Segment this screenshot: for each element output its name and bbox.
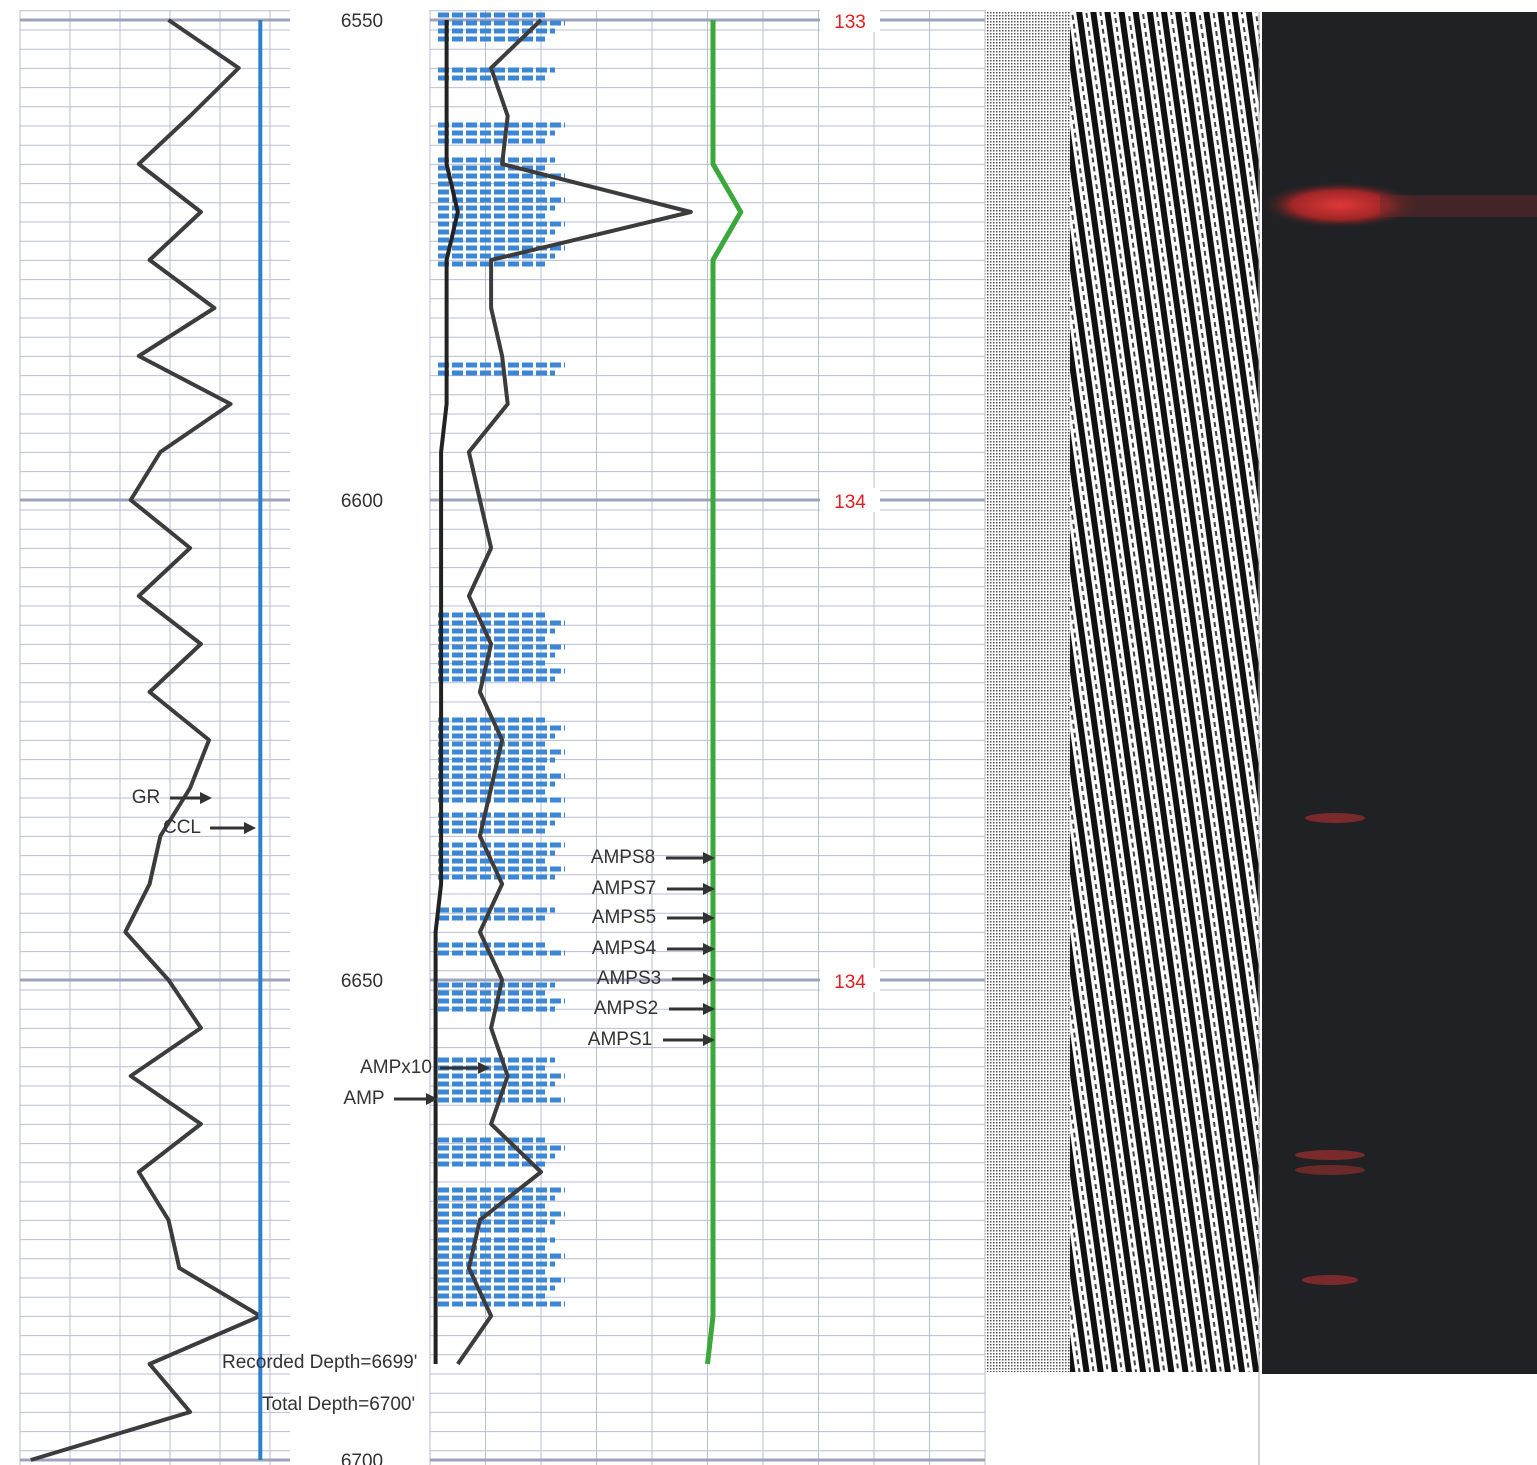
annotation: AMPS2 — [594, 998, 658, 1019]
glow — [1295, 1150, 1365, 1160]
annotation: AMPS7 — [592, 878, 656, 899]
annotation: Total Depth=6700' — [262, 1394, 415, 1415]
curve — [705, 20, 744, 1365]
depth-label: 6550 — [341, 11, 383, 32]
arrow-head — [200, 792, 212, 804]
stripe-track — [1070, 12, 1260, 1372]
arrow-head — [703, 1034, 715, 1046]
glow — [1302, 1275, 1358, 1285]
annotation: CCL — [163, 817, 201, 838]
arrow-head — [426, 1093, 438, 1105]
depth-label: 6700 — [341, 1451, 383, 1465]
glow — [1305, 813, 1365, 823]
annotation: AMPS3 — [597, 968, 661, 989]
annotation: AMPS1 — [588, 1029, 652, 1050]
glow-tail — [1380, 195, 1537, 217]
glow — [1295, 1165, 1365, 1175]
temperature-bg — [820, 968, 880, 992]
temperature-bg — [820, 488, 880, 512]
annotation: AMP — [343, 1088, 384, 1109]
curve — [456, 18, 693, 1366]
arrow-head — [703, 943, 715, 955]
depth-label: 6650 — [341, 971, 383, 992]
annotation: AMPS5 — [592, 907, 656, 928]
temperature-bg — [820, 8, 880, 32]
image-tracks — [985, 12, 1537, 1465]
dark-track — [1262, 12, 1537, 1374]
temperature-label: 133 — [834, 12, 866, 33]
annotation: GR — [132, 787, 161, 808]
annotation: Recorded Depth=6699' — [222, 1352, 417, 1373]
arrow-head — [703, 1003, 715, 1015]
curve — [433, 20, 460, 1364]
arrow-head — [703, 883, 715, 895]
annotation: AMPS4 — [592, 938, 657, 959]
depth-label: 6600 — [341, 491, 383, 512]
temperature-label: 134 — [834, 492, 866, 513]
arrow-head — [703, 912, 715, 924]
curve — [30, 18, 263, 1462]
arrow-head — [703, 852, 715, 864]
annotation: AMPx10 — [360, 1057, 432, 1078]
annotation: AMPS8 — [591, 847, 655, 868]
noise-track — [985, 12, 1070, 1372]
temperature-label: 134 — [834, 972, 866, 993]
arrow-head — [478, 1062, 490, 1074]
arrow-head — [703, 973, 715, 985]
arrow-head — [244, 822, 256, 834]
